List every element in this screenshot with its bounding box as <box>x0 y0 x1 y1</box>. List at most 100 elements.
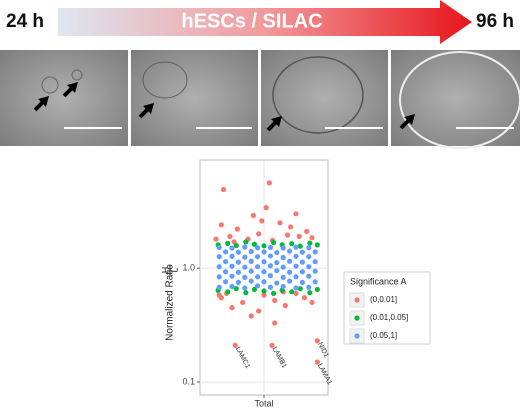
point <box>255 264 261 270</box>
y-label-numerator: H <box>160 267 170 274</box>
point <box>218 222 224 228</box>
point <box>274 280 280 286</box>
point <box>293 244 299 250</box>
point <box>213 236 219 242</box>
point <box>235 259 241 265</box>
point <box>223 259 229 265</box>
point <box>309 235 315 241</box>
point <box>233 242 239 249</box>
point <box>255 245 261 251</box>
point <box>312 259 318 265</box>
point <box>306 273 312 279</box>
point <box>250 212 256 219</box>
point <box>314 338 320 344</box>
colony <box>272 56 364 134</box>
point <box>242 254 248 260</box>
point <box>261 279 267 285</box>
point <box>301 295 308 301</box>
point <box>220 186 227 193</box>
point <box>216 244 222 251</box>
point <box>314 242 320 248</box>
point <box>274 249 280 256</box>
point <box>229 283 235 290</box>
point <box>227 233 233 239</box>
legend-box <box>343 271 431 345</box>
point <box>216 264 222 270</box>
y-label-denominator: L <box>169 267 179 272</box>
point <box>312 249 318 255</box>
point <box>242 244 248 250</box>
point <box>269 342 275 348</box>
point <box>267 253 273 259</box>
point <box>240 299 246 306</box>
y-tick-label: 0.1 <box>182 376 195 386</box>
point <box>243 290 249 296</box>
point <box>280 264 286 270</box>
micrograph <box>0 50 128 146</box>
point <box>225 289 231 295</box>
legend-label: (0.01,0.05] <box>370 313 408 322</box>
point <box>271 290 277 297</box>
point <box>267 273 273 279</box>
micrograph <box>261 50 388 146</box>
point <box>256 231 262 237</box>
point <box>251 286 257 293</box>
point <box>293 274 299 280</box>
colony <box>399 51 520 149</box>
end-label: 96 h <box>476 11 514 32</box>
point <box>272 297 278 304</box>
colony <box>142 61 188 99</box>
point <box>232 342 238 348</box>
point <box>229 245 235 251</box>
point <box>280 283 286 290</box>
point <box>282 302 288 309</box>
colony <box>71 69 83 81</box>
point <box>223 279 229 285</box>
point <box>242 285 248 291</box>
point <box>312 279 318 285</box>
colony <box>41 76 59 94</box>
point <box>287 269 293 275</box>
point <box>229 253 235 259</box>
point <box>274 259 280 266</box>
point <box>266 180 272 186</box>
time-arrow <box>58 0 472 44</box>
point <box>299 269 305 275</box>
point <box>234 226 240 232</box>
point <box>309 299 315 306</box>
point <box>255 283 261 289</box>
point <box>216 292 222 298</box>
point <box>307 290 313 296</box>
point <box>293 285 299 291</box>
micrograph <box>131 50 258 146</box>
micrographs <box>0 50 520 149</box>
start-label: 24 h <box>6 11 44 32</box>
point <box>223 269 229 275</box>
y-axis-label: Normalized Ratio <box>165 264 176 341</box>
point <box>251 241 257 247</box>
point <box>299 279 305 285</box>
point <box>299 249 305 255</box>
x-tick-label: Total <box>254 398 273 408</box>
arrows <box>33 82 415 132</box>
point <box>293 211 299 217</box>
point <box>272 320 278 326</box>
point <box>243 239 249 245</box>
point <box>248 258 254 264</box>
legend-label: (0,0.01] <box>370 295 397 304</box>
point <box>261 243 267 249</box>
point <box>289 289 295 295</box>
point <box>235 269 241 275</box>
point <box>307 240 313 246</box>
point <box>299 259 305 265</box>
point <box>271 239 277 246</box>
legend-label: (0.05,1] <box>370 331 397 340</box>
point <box>289 241 295 247</box>
point <box>259 218 265 224</box>
point <box>223 249 229 255</box>
point <box>297 286 303 292</box>
point <box>280 274 286 280</box>
point <box>297 243 303 249</box>
point <box>293 253 299 259</box>
point <box>235 279 241 285</box>
